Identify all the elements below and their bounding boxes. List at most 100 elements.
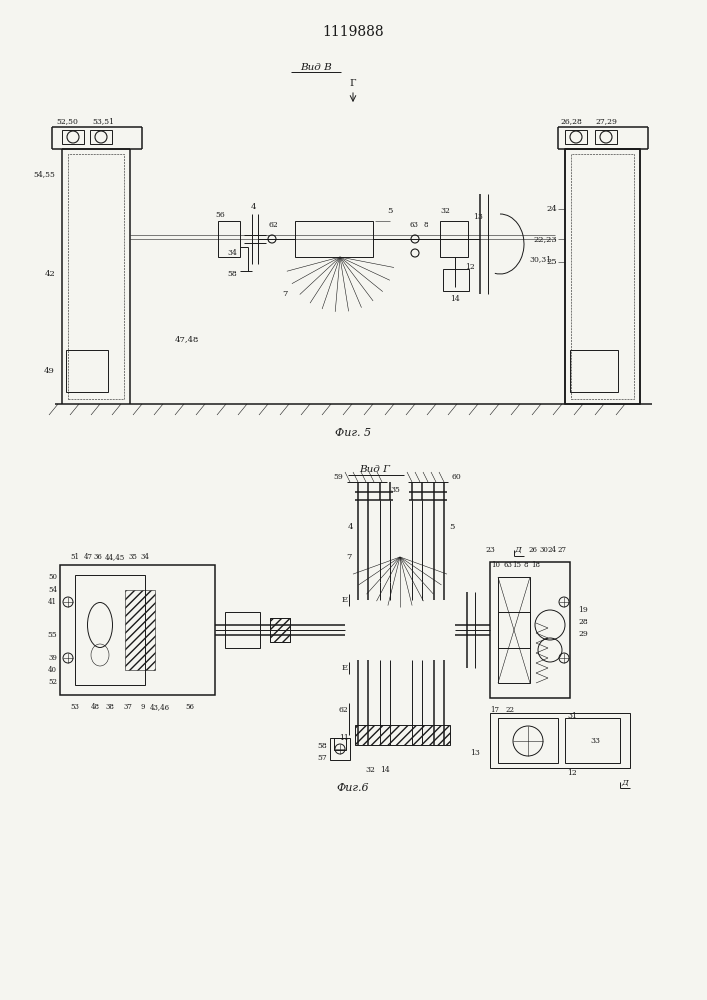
Text: 47: 47 [83,553,93,561]
Bar [270,618,290,642]
Bar [330,738,350,760]
Bar [125,590,155,670]
Bar [68,154,124,399]
Text: 27: 27 [558,546,566,554]
Text: 62: 62 [338,706,348,714]
Text: 5: 5 [449,523,455,531]
Text: 25: 25 [547,258,557,266]
Bar [66,350,108,392]
Text: 30: 30 [539,546,549,554]
Text: Г: Г [350,80,356,89]
Text: 54,55: 54,55 [33,170,55,178]
Text: 27,29: 27,29 [595,117,617,125]
Text: Д: Д [515,546,521,554]
Text: 48: 48 [90,703,100,711]
Text: 13: 13 [470,749,480,757]
Text: 8: 8 [423,221,428,229]
Text: 36: 36 [93,553,103,561]
Text: 53: 53 [71,703,79,711]
Text: Д: Д [621,779,629,787]
Text: 52,50: 52,50 [56,117,78,125]
Text: 13: 13 [473,213,483,221]
Text: 56: 56 [185,703,194,711]
Text: 34: 34 [227,249,237,257]
Text: 35: 35 [390,486,400,494]
Bar [90,130,112,144]
Text: 30,31: 30,31 [529,255,551,263]
Bar [295,221,373,257]
Text: 22: 22 [506,706,515,714]
Text: 10: 10 [491,561,501,569]
Bar [570,350,618,392]
Text: 12: 12 [567,769,577,777]
Text: Е: Е [342,664,348,672]
Text: 60: 60 [452,473,462,481]
Text: 23: 23 [485,546,495,554]
Text: 31: 31 [567,712,577,720]
Text: 12: 12 [465,263,475,271]
Text: 18: 18 [532,561,540,569]
Text: 14: 14 [450,295,460,303]
Bar [75,575,145,685]
Text: 9: 9 [141,703,145,711]
Text: 33: 33 [590,737,600,745]
Text: 43,46: 43,46 [150,703,170,711]
Bar [595,130,617,144]
Text: 54: 54 [48,586,57,594]
Text: 42: 42 [45,270,55,278]
Text: 37: 37 [124,703,132,711]
Text: 26: 26 [529,546,537,554]
Text: 17: 17 [491,706,500,714]
Text: 49: 49 [44,367,55,375]
Text: 28: 28 [578,618,588,626]
Bar [490,713,630,768]
Text: 63: 63 [409,221,419,229]
Text: 24: 24 [547,546,556,554]
Bar [270,618,290,642]
Text: 19: 19 [578,606,588,614]
Bar [334,738,346,750]
Text: 29: 29 [578,630,588,638]
Text: 8: 8 [524,561,528,569]
Bar [565,130,587,144]
Text: 50: 50 [48,573,57,581]
Text: 58: 58 [227,270,237,278]
Bar [60,565,215,695]
Bar [218,221,240,257]
Text: 35: 35 [129,553,137,561]
Text: 4: 4 [348,523,353,531]
Text: 22,23: 22,23 [533,235,557,243]
Text: 24: 24 [547,205,557,213]
Bar [440,221,468,257]
Bar [490,562,570,698]
Text: 40: 40 [48,666,57,674]
Text: 14: 14 [380,766,390,774]
Text: 34: 34 [141,553,149,561]
Text: 55: 55 [47,631,57,639]
Text: 39: 39 [48,654,57,662]
Text: 26,28: 26,28 [560,117,582,125]
Bar [225,612,260,648]
Bar [498,718,558,763]
Bar [565,718,620,763]
Text: 5: 5 [387,207,392,215]
Bar [443,269,469,291]
Text: 44,45: 44,45 [105,553,125,561]
Text: 38: 38 [105,703,115,711]
Bar [355,725,450,745]
Text: Вид В: Вид В [300,62,332,72]
Text: 57: 57 [317,754,327,762]
Text: 51: 51 [71,553,79,561]
Text: 41: 41 [48,598,57,606]
Text: 7: 7 [346,553,352,561]
Text: Вид Г: Вид Г [359,466,390,475]
Bar [62,130,84,144]
Text: 58: 58 [317,742,327,750]
Text: 15: 15 [513,561,522,569]
Text: 52: 52 [48,678,57,686]
Text: 53,51: 53,51 [92,117,114,125]
Text: 7: 7 [282,290,288,298]
Text: 11: 11 [339,734,349,742]
Text: 59: 59 [333,473,343,481]
Text: 62: 62 [268,221,278,229]
